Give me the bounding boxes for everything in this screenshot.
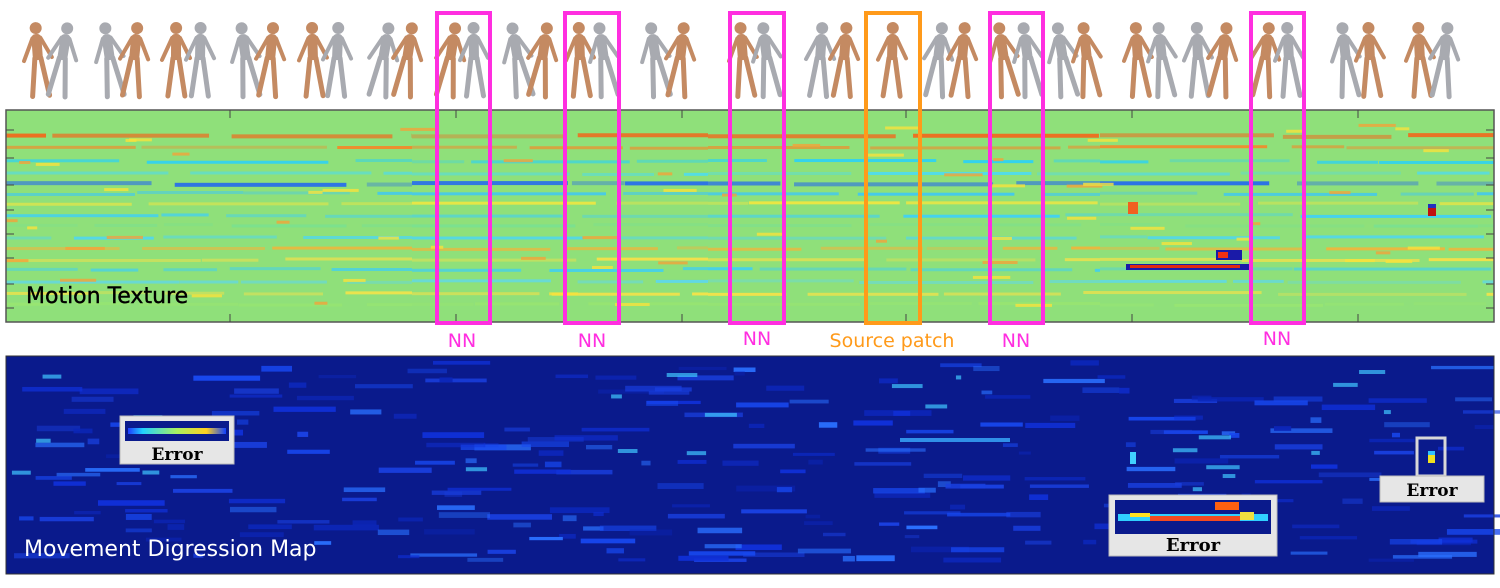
nn-label-3: NN: [743, 328, 771, 350]
motion-texture-label: Motion Texture: [26, 284, 188, 309]
nn-box-3: [728, 11, 786, 325]
nn-box-5: [988, 11, 1045, 325]
error-callout-right: Error: [1379, 436, 1485, 503]
error-callout-left: Error: [119, 415, 235, 465]
movement-digression-map: Movement Digression Map Error Error: [5, 355, 1500, 575]
motion-texture-heatmap: Motion Texture: [5, 109, 1495, 323]
nn-box-6: [1249, 11, 1306, 325]
source-patch-box: [864, 11, 922, 325]
source-patch-label: Source patch: [830, 330, 955, 352]
error-label-middle: Error: [1166, 535, 1221, 556]
nn-label-2: NN: [578, 330, 606, 352]
nn-box-1: [435, 11, 492, 325]
nn-label-5: NN: [1263, 328, 1291, 350]
error-callout-middle: Error: [1108, 494, 1278, 557]
patch-boxes: [435, 11, 1306, 325]
error-label-right: Error: [1406, 481, 1458, 501]
nn-label-4: NN: [1002, 330, 1030, 352]
nn-box-2: [563, 11, 621, 325]
digression-map-label: Movement Digression Map: [24, 537, 317, 562]
patch-labels: NN NN NN Source patch NN NN: [448, 328, 1291, 352]
error-label-left: Error: [151, 445, 203, 465]
dancer-figures-row: [22, 22, 1461, 100]
nn-label-1: NN: [448, 330, 476, 352]
